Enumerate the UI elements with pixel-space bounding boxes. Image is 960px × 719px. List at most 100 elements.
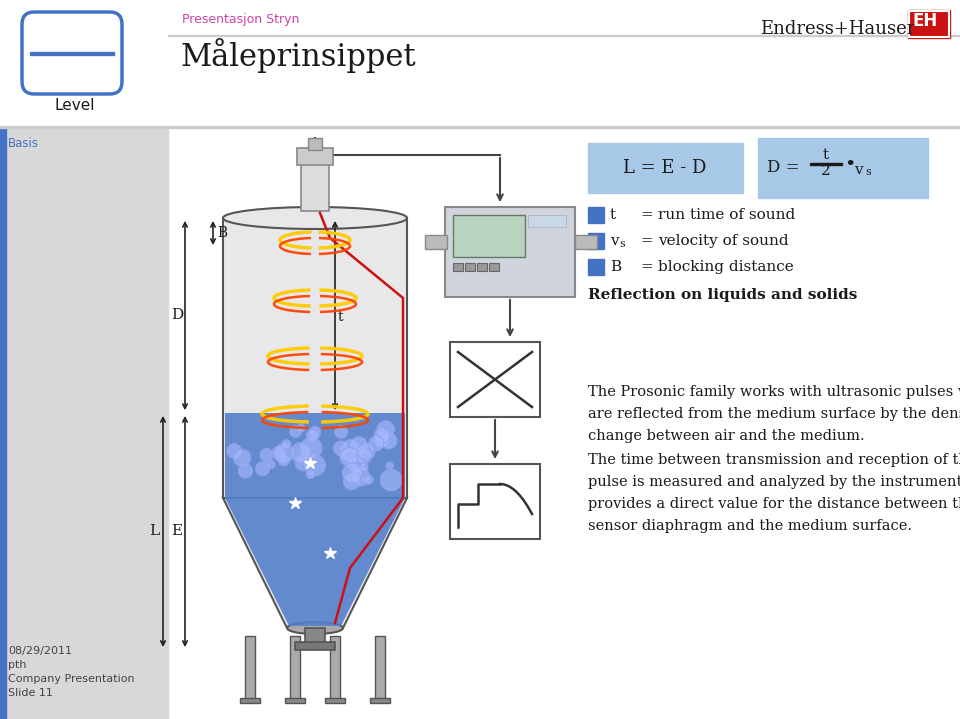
Text: =: =	[640, 208, 653, 222]
Bar	[290, 636, 300, 701]
Circle shape	[370, 436, 384, 451]
Bar	[375, 636, 385, 701]
Text: s: s	[619, 239, 625, 249]
Bar	[297, 148, 333, 165]
Text: Level: Level	[55, 98, 95, 113]
Bar	[575, 235, 597, 249]
Circle shape	[274, 444, 294, 463]
Circle shape	[233, 449, 251, 466]
Text: L: L	[149, 524, 159, 538]
Text: Basis: Basis	[8, 137, 39, 150]
Polygon shape	[223, 498, 407, 628]
Text: =: =	[640, 260, 653, 274]
Bar	[588, 143, 743, 193]
Bar	[450, 464, 540, 539]
Polygon shape	[225, 413, 405, 498]
Circle shape	[380, 470, 402, 490]
Circle shape	[351, 468, 370, 486]
Circle shape	[304, 455, 325, 475]
Text: Slide 11: Slide 11	[8, 688, 53, 698]
Bar	[0, 0, 960, 128]
Bar	[489, 263, 499, 271]
Bar	[425, 235, 447, 249]
Circle shape	[343, 463, 362, 483]
Circle shape	[310, 426, 321, 437]
Text: t: t	[338, 310, 344, 324]
Circle shape	[351, 437, 368, 454]
Bar	[908, 10, 950, 38]
Text: B: B	[610, 260, 621, 274]
Circle shape	[381, 433, 396, 449]
Text: t: t	[823, 148, 829, 162]
Circle shape	[272, 446, 284, 459]
Text: D: D	[171, 308, 183, 322]
Text: change between air and the medium.: change between air and the medium.	[588, 429, 865, 443]
Text: sensor diaphragm and the medium surface.: sensor diaphragm and the medium surface.	[588, 519, 912, 533]
Bar	[453, 215, 525, 257]
Text: The Prosonic family works with ultrasonic pulses which: The Prosonic family works with ultrasoni…	[588, 385, 960, 399]
Circle shape	[239, 464, 252, 478]
Circle shape	[340, 439, 362, 462]
Circle shape	[298, 424, 305, 432]
Bar	[301, 163, 329, 211]
Text: v: v	[610, 234, 618, 248]
Text: v: v	[854, 163, 863, 177]
Bar	[370, 698, 390, 703]
Bar	[810, 163, 842, 165]
Bar	[445, 207, 575, 297]
Text: E: E	[171, 524, 182, 538]
Bar	[330, 636, 340, 701]
Text: 2: 2	[821, 164, 830, 178]
Ellipse shape	[223, 207, 407, 229]
Circle shape	[267, 460, 275, 469]
Bar	[308, 138, 322, 150]
Circle shape	[281, 440, 291, 449]
Bar	[909, 11, 949, 37]
Text: D =: D =	[767, 158, 800, 175]
Text: Presentasjon Stryn: Presentasjon Stryn	[182, 13, 300, 26]
Circle shape	[348, 457, 363, 472]
Circle shape	[386, 462, 394, 469]
Circle shape	[359, 463, 368, 472]
Circle shape	[375, 433, 389, 446]
Circle shape	[374, 428, 390, 443]
Bar	[528, 215, 566, 227]
Text: velocity of sound: velocity of sound	[658, 234, 788, 248]
Bar	[588, 207, 604, 223]
Text: Reflection on liquids and solids: Reflection on liquids and solids	[588, 288, 857, 302]
Bar	[168, 128, 960, 719]
Bar	[0, 128, 6, 719]
Bar	[0, 126, 960, 128]
Text: pulse is measured and analyzed by the instrument and: pulse is measured and analyzed by the in…	[588, 475, 960, 489]
Text: t: t	[610, 208, 616, 222]
FancyBboxPatch shape	[22, 12, 122, 94]
Circle shape	[361, 476, 368, 483]
Text: are reflected from the medium surface by the density: are reflected from the medium surface by…	[588, 407, 960, 421]
Bar	[295, 642, 335, 650]
Bar	[477, 263, 487, 271]
Circle shape	[335, 426, 348, 438]
Circle shape	[306, 470, 315, 478]
Bar	[588, 259, 604, 275]
Text: s: s	[865, 167, 871, 177]
Circle shape	[334, 441, 348, 456]
Circle shape	[255, 462, 270, 475]
Circle shape	[365, 476, 373, 484]
Text: pth: pth	[8, 660, 27, 670]
Text: run time of sound: run time of sound	[658, 208, 795, 222]
Text: •: •	[844, 156, 855, 174]
Bar	[453, 263, 463, 271]
Bar	[758, 138, 928, 198]
Circle shape	[377, 421, 395, 438]
Circle shape	[291, 443, 311, 462]
Circle shape	[260, 449, 273, 462]
Text: 08/29/2011: 08/29/2011	[8, 646, 72, 656]
Text: The time between transmission and reception of the: The time between transmission and recept…	[588, 453, 960, 467]
Text: B: B	[217, 226, 228, 240]
Circle shape	[358, 443, 374, 460]
Ellipse shape	[287, 622, 343, 634]
Text: L = E - D: L = E - D	[623, 159, 707, 177]
Circle shape	[290, 426, 301, 437]
Bar	[465, 263, 475, 271]
Text: =: =	[640, 234, 653, 248]
